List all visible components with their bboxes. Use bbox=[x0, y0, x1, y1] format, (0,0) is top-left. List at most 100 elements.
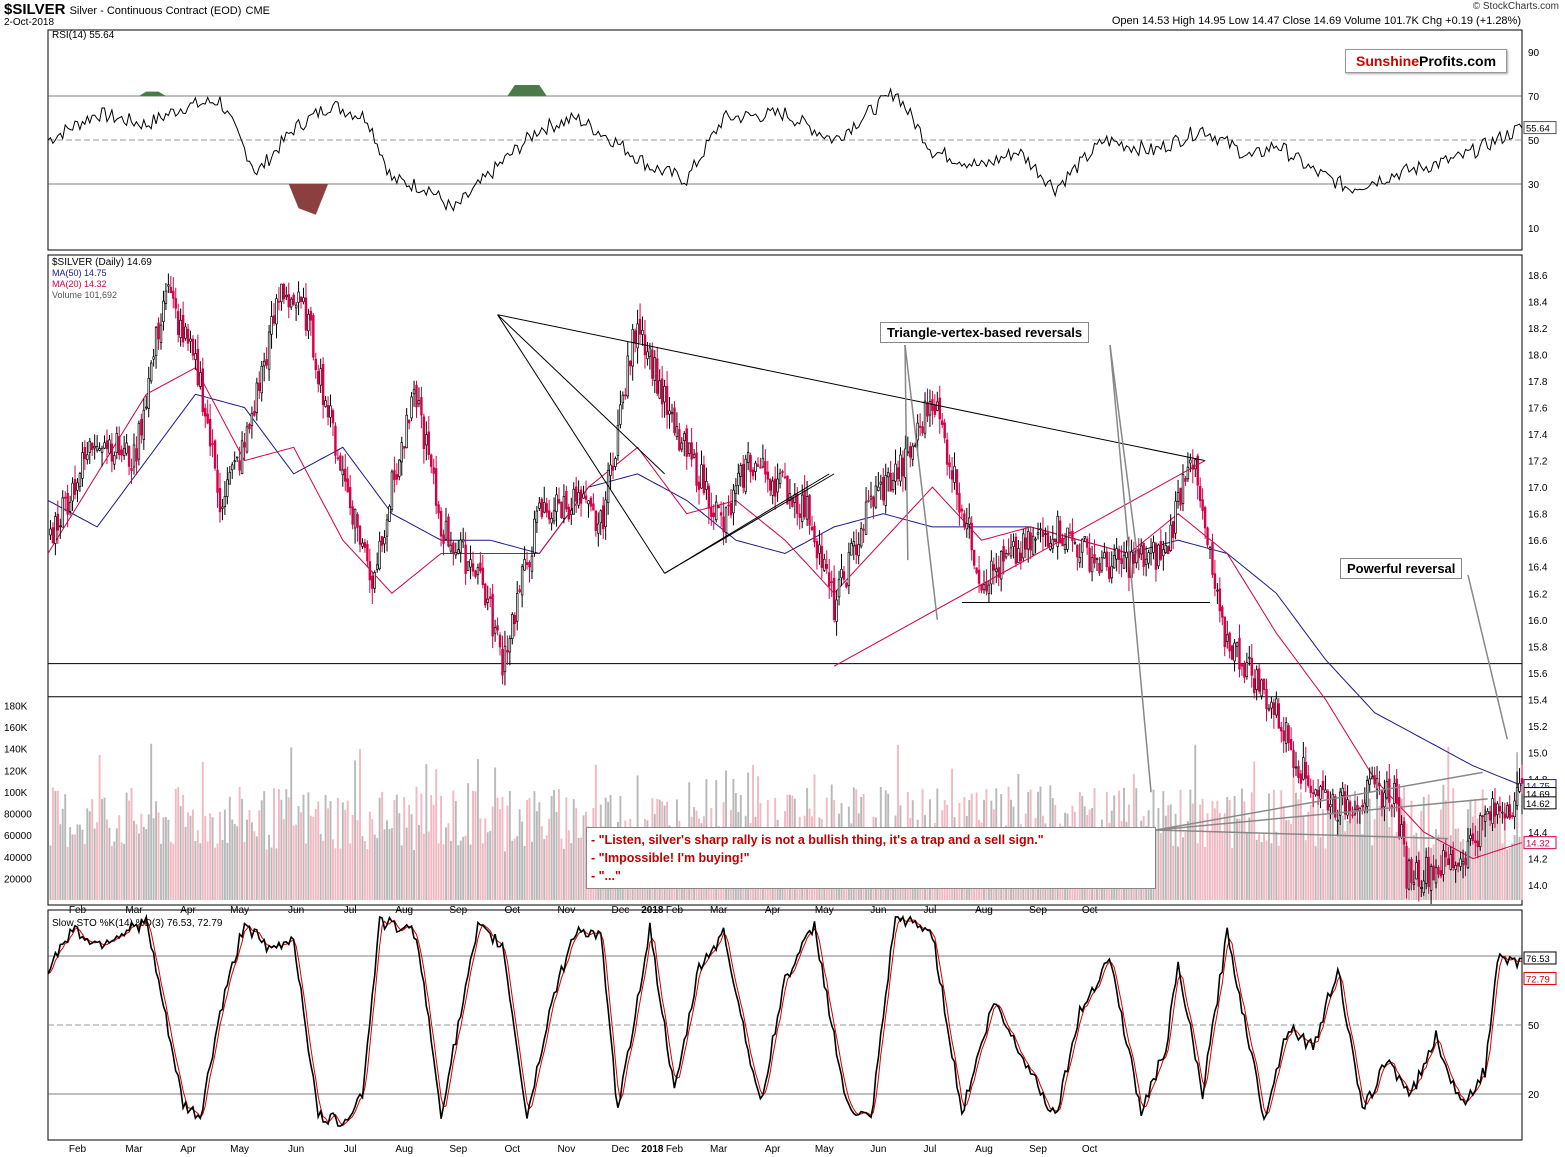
sto-k-line bbox=[47, 913, 1523, 1128]
price-candle bbox=[631, 329, 634, 367]
price-candle bbox=[1167, 546, 1170, 555]
price-candle bbox=[302, 297, 305, 303]
price-candle bbox=[1498, 805, 1502, 812]
volume-bar bbox=[1479, 833, 1482, 900]
price-candle bbox=[223, 496, 227, 507]
volume-bar bbox=[1356, 818, 1359, 900]
price-candle bbox=[663, 386, 666, 403]
price-tick-label: 17.4 bbox=[1528, 430, 1548, 441]
volume-bar bbox=[452, 790, 455, 900]
price-candle bbox=[1078, 557, 1082, 563]
price-candle bbox=[673, 407, 676, 434]
volume-bar bbox=[1238, 818, 1241, 900]
price-candle bbox=[164, 290, 168, 304]
volume-bar bbox=[484, 818, 487, 900]
price-candle bbox=[889, 472, 892, 492]
price-candle bbox=[879, 481, 883, 485]
volume-bar bbox=[1398, 798, 1401, 900]
volume-bar bbox=[508, 791, 511, 900]
price-candle bbox=[570, 509, 573, 516]
price-candle bbox=[179, 319, 182, 338]
price-candle bbox=[73, 479, 77, 495]
x-axis-label: Dec bbox=[612, 1144, 630, 1155]
volume-tick-label: 120K bbox=[4, 766, 28, 777]
volume-bar bbox=[1204, 846, 1207, 900]
price-candle bbox=[648, 347, 652, 357]
x-axis-label-upper: Oct bbox=[505, 905, 521, 916]
price-candle bbox=[356, 514, 359, 528]
volume-bar bbox=[435, 769, 438, 900]
price-candle bbox=[931, 399, 934, 411]
price-candle bbox=[1461, 861, 1465, 865]
volume-bar bbox=[1287, 820, 1290, 900]
volume-bar bbox=[543, 839, 546, 900]
price-candle bbox=[501, 648, 504, 676]
price-candle bbox=[1238, 637, 1241, 670]
trendline bbox=[497, 314, 665, 475]
price-candle bbox=[825, 564, 828, 569]
price-candle bbox=[412, 389, 416, 395]
volume-bar bbox=[580, 837, 583, 900]
price-candle bbox=[393, 470, 396, 481]
rsi-overbought-fill bbox=[507, 85, 547, 96]
price-candle bbox=[459, 539, 462, 553]
price-candle bbox=[208, 419, 212, 447]
volume-bar bbox=[386, 820, 388, 900]
price-candle bbox=[1442, 850, 1445, 875]
volume-bar bbox=[1295, 792, 1297, 900]
volume-bar bbox=[319, 833, 322, 900]
volume-bar bbox=[1363, 799, 1366, 900]
volume-bar bbox=[413, 850, 416, 900]
price-candle bbox=[1284, 722, 1288, 744]
price-candle bbox=[1439, 870, 1443, 877]
price-candle bbox=[835, 599, 838, 622]
volume-bar bbox=[1422, 796, 1425, 900]
volume-bar bbox=[285, 789, 288, 900]
price-candle bbox=[1164, 545, 1167, 553]
price-candle bbox=[145, 406, 148, 409]
price-candle bbox=[791, 497, 794, 507]
price-candle bbox=[518, 589, 521, 593]
volume-bar bbox=[1270, 843, 1273, 900]
volume-bar bbox=[398, 813, 401, 900]
price-candle bbox=[238, 460, 241, 471]
price-candle bbox=[884, 475, 887, 506]
price-candle bbox=[751, 469, 755, 477]
volume-bar bbox=[290, 747, 293, 900]
price-candle bbox=[466, 561, 470, 571]
price-candle bbox=[196, 348, 200, 386]
volume-bar bbox=[1344, 831, 1347, 900]
price-candle bbox=[407, 419, 411, 424]
price-candle bbox=[439, 510, 443, 537]
volume-bar bbox=[575, 808, 578, 900]
price-candle bbox=[250, 412, 254, 426]
price-candle bbox=[1034, 538, 1037, 541]
rsi-tick-label: 50 bbox=[1528, 136, 1540, 147]
price-candle bbox=[1481, 815, 1484, 818]
volume-bar bbox=[66, 847, 69, 900]
price-candle bbox=[1039, 528, 1042, 531]
volume-bar bbox=[307, 792, 310, 900]
price-candle bbox=[1356, 804, 1359, 811]
x-axis-label-upper: Jun bbox=[870, 905, 886, 916]
price-candle bbox=[154, 326, 158, 356]
volume-bar bbox=[1285, 820, 1288, 900]
price-candle bbox=[565, 491, 568, 510]
volume-bar bbox=[1353, 791, 1356, 900]
price-candle bbox=[1341, 787, 1344, 796]
volume-bar bbox=[513, 838, 516, 900]
price-candle bbox=[218, 487, 222, 513]
x-axis-label: Feb bbox=[666, 1144, 684, 1155]
price-candle bbox=[262, 360, 266, 367]
price-candle bbox=[403, 446, 406, 449]
volume-bar bbox=[449, 840, 452, 900]
x-axis-label: 2018 bbox=[641, 1144, 664, 1155]
price-candle bbox=[783, 476, 787, 479]
volume-bar bbox=[393, 800, 396, 900]
rsi-tick-label: 90 bbox=[1528, 48, 1540, 59]
volume-bar bbox=[231, 819, 234, 900]
price-candle bbox=[543, 502, 546, 513]
price-candle bbox=[911, 445, 914, 460]
rsi-current-box bbox=[1523, 121, 1557, 135]
price-candle bbox=[511, 614, 514, 640]
